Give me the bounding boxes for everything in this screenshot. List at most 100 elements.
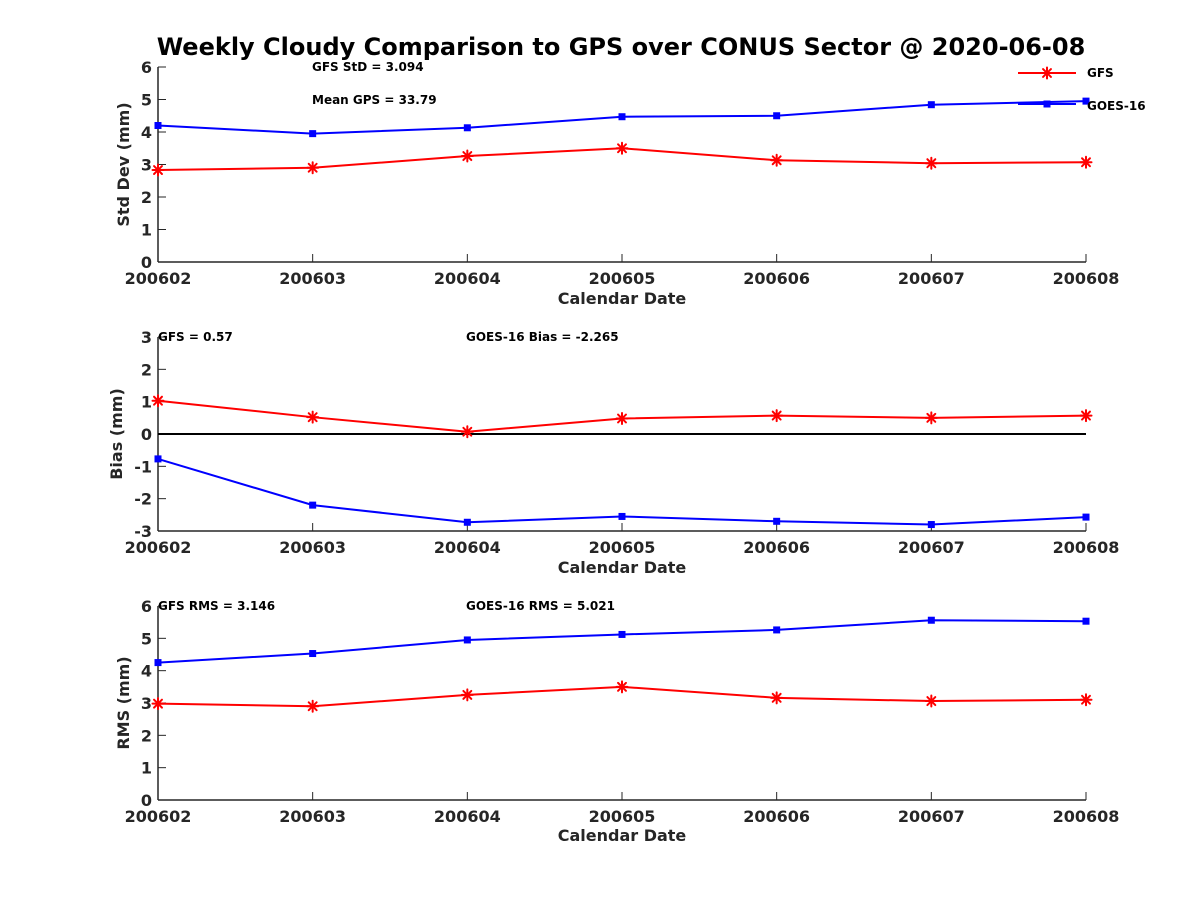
data-point-gfs [151,163,165,177]
data-point-goes-16 [1082,617,1090,625]
data-point-goes-16 [154,659,162,667]
legend-label: GOES-16 [1087,99,1146,113]
series-goes-16 [154,455,1090,529]
y-tick-label: 1 [141,393,152,412]
series-goes-16 [154,97,1090,138]
x-tick-label: 200608 [1053,269,1120,288]
y-tick-label: 0 [141,253,152,272]
x-tick-label: 200603 [279,538,346,557]
y-tick-label: -2 [134,490,152,509]
data-point-goes-16 [773,112,781,120]
annotation: GFS RMS = 3.146 [158,599,275,613]
data-point-goes-16 [309,650,317,658]
data-point-gfs [770,409,784,423]
series-gfs [151,141,1093,177]
data-point-goes-16 [154,122,162,129]
data-point-goes-16 [463,636,471,644]
legend-label: GFS [1087,66,1114,80]
data-point-gfs [460,149,474,163]
data-point-goes-16 [927,101,935,109]
data-point-gfs [460,425,474,439]
x-tick-label: 200606 [743,807,810,826]
x-axis-label: Calendar Date [558,558,687,577]
y-tick-label: 3 [141,156,152,175]
data-point-gfs [1079,409,1093,423]
data-point-goes-16 [773,517,781,525]
y-tick-label: 2 [141,360,152,379]
x-tick-label: 200608 [1053,807,1120,826]
panel-2: -3 -2 -1 0 1 2 3 200602 200603 200604 200605 200606… [107,328,1119,577]
data-point-goes-16 [618,512,626,520]
y-tick-label: 4 [141,662,152,681]
data-point-goes-16 [773,626,781,634]
data-point-goes-16 [463,518,471,526]
data-point-gfs [615,141,629,155]
y-tick-label: 2 [141,188,152,207]
x-tick-label: 200602 [125,269,192,288]
y-tick-label: 1 [141,221,152,240]
x-tick-label: 200603 [279,807,346,826]
data-point-goes-16 [927,616,935,624]
data-point-gfs [615,411,629,425]
x-tick-label: 200604 [434,807,501,826]
data-point-gfs [615,680,629,694]
data-point-goes-16 [1082,97,1090,105]
data-point-gfs [306,699,320,713]
y-tick-label: 6 [141,58,152,77]
data-point-gfs [924,411,938,425]
x-tick-label: 200605 [589,269,656,288]
legend-entry-gfs: GFS [1018,66,1114,80]
x-tick-label: 200607 [898,538,965,557]
data-point-gfs [151,394,165,408]
data-point-gfs [306,161,320,175]
data-point-gfs [306,410,320,424]
y-axis-label: RMS (mm) [114,656,133,749]
y-tick-label: 5 [141,629,152,648]
y-tick-label: 5 [141,91,152,110]
legend-marker [1040,66,1054,80]
annotation: GOES-16 RMS = 5.021 [466,599,615,613]
series-gfs [151,680,1093,713]
panel-3: 0 1 2 3 4 5 6 200602 200603 200604 200605 200606 200… [114,597,1119,845]
y-tick-label: -3 [134,522,152,541]
figure-title: Weekly Cloudy Comparison to GPS over CON… [157,33,1086,61]
x-axis-label: Calendar Date [558,289,687,308]
series-gfs [151,394,1093,439]
x-tick-label: 200604 [434,538,501,557]
y-tick-label: 0 [141,425,152,444]
x-tick-label: 200606 [743,538,810,557]
data-point-goes-16 [463,124,471,132]
y-tick-label: 3 [141,694,152,713]
legend-marker [1043,100,1051,108]
data-point-goes-16 [309,501,317,509]
y-tick-label: 2 [141,726,152,745]
y-tick-label: 0 [141,791,152,810]
series-line-goes-16 [157,619,1087,664]
legend-entry-goes-16: GOES-16 [1018,99,1146,113]
data-point-gfs [770,153,784,167]
annotation: GFS = 0.57 [158,330,233,344]
data-point-goes-16 [154,455,162,463]
data-point-goes-16 [309,130,317,138]
x-tick-label: 200607 [898,807,965,826]
x-tick-label: 200607 [898,269,965,288]
annotation: GOES-16 Bias = -2.265 [466,330,619,344]
legend: GFS GOES-16 [1018,66,1146,113]
data-point-gfs [1079,155,1093,169]
x-tick-label: 200605 [589,807,656,826]
annotation: Mean GPS = 33.79 [312,93,437,107]
x-tick-label: 200605 [589,538,656,557]
x-tick-label: 200602 [125,807,192,826]
y-tick-label: 1 [141,759,152,778]
annotation: GFS StD = 3.094 [312,60,424,74]
data-point-gfs [924,156,938,170]
data-point-gfs [770,691,784,705]
data-point-gfs [1079,693,1093,707]
data-point-gfs [924,694,938,708]
y-tick-label: 6 [141,597,152,616]
data-point-goes-16 [618,630,626,638]
y-axis-label: Std Dev (mm) [114,102,133,226]
x-tick-label: 200608 [1053,538,1120,557]
